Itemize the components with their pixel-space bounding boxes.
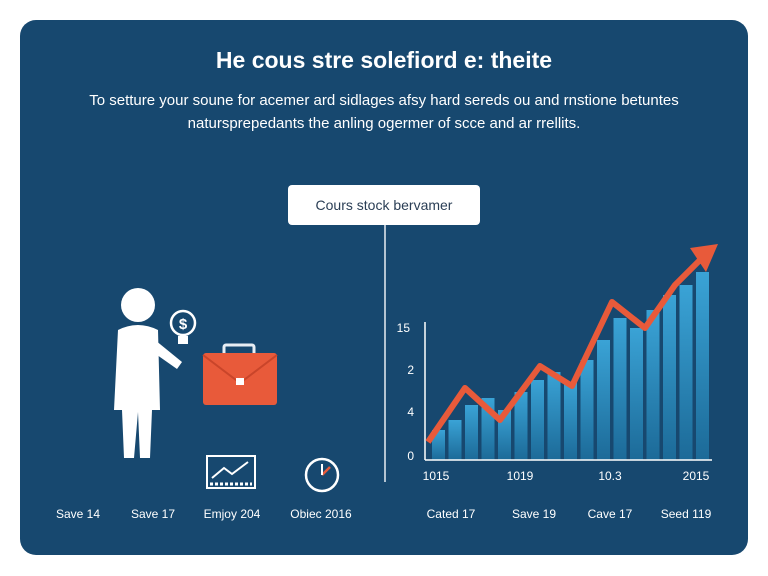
x-label: 10.3: [598, 469, 622, 483]
y-label: 0: [407, 449, 414, 463]
briefcase-icon: [202, 343, 278, 405]
decor-bar: [663, 295, 676, 460]
footer-item: Emjoy 204: [204, 507, 261, 521]
decor-bar: [646, 310, 660, 460]
footer-item: Cated 17: [427, 507, 476, 521]
y-label: 15: [397, 321, 411, 335]
decor-bar: [531, 380, 544, 460]
decor-bar: [630, 328, 643, 460]
decor-bar: [597, 340, 610, 460]
footer-item: Cave 17: [588, 507, 633, 521]
decor-bar: [432, 430, 445, 460]
chart-bars: [432, 272, 709, 460]
decor-bar: [613, 318, 627, 460]
footer-item: Obiec 2016: [290, 507, 352, 521]
decor-bar: [679, 285, 693, 460]
footer-item: Save 17: [131, 507, 175, 521]
callout-box: [288, 185, 480, 225]
decor-bar: [514, 392, 528, 460]
decor-bar: [448, 420, 462, 460]
svg-text:$: $: [179, 316, 188, 333]
decor-bar: [696, 272, 709, 460]
chart-icon: [206, 455, 256, 489]
trend-line: [425, 257, 703, 444]
subtitle: To setture your soune for acemer ard sid…: [89, 92, 679, 109]
subtitle: natursprepedants the anling ogermer of s…: [188, 115, 581, 132]
decor-bar: [547, 372, 561, 460]
footer-item: Seed 119: [661, 507, 712, 521]
y-label: 2: [407, 363, 414, 377]
decor-bar: [580, 360, 594, 460]
x-label: 2015: [683, 469, 710, 483]
callout-label: Cours stock bervamer: [316, 197, 453, 213]
trend-arrow: [690, 244, 718, 272]
footer-item: Save 14: [56, 507, 100, 521]
decor-bar: [465, 405, 478, 460]
clock-icon: [304, 457, 340, 493]
decor-bar: [564, 382, 577, 460]
footer-item: Save 19: [512, 507, 556, 521]
y-label: 4: [407, 405, 414, 419]
x-label: 1015: [423, 469, 450, 483]
person-icon: $: [114, 288, 197, 458]
x-label: 1019: [507, 469, 534, 483]
title: He cous stre solefiord e: theite: [216, 47, 552, 73]
